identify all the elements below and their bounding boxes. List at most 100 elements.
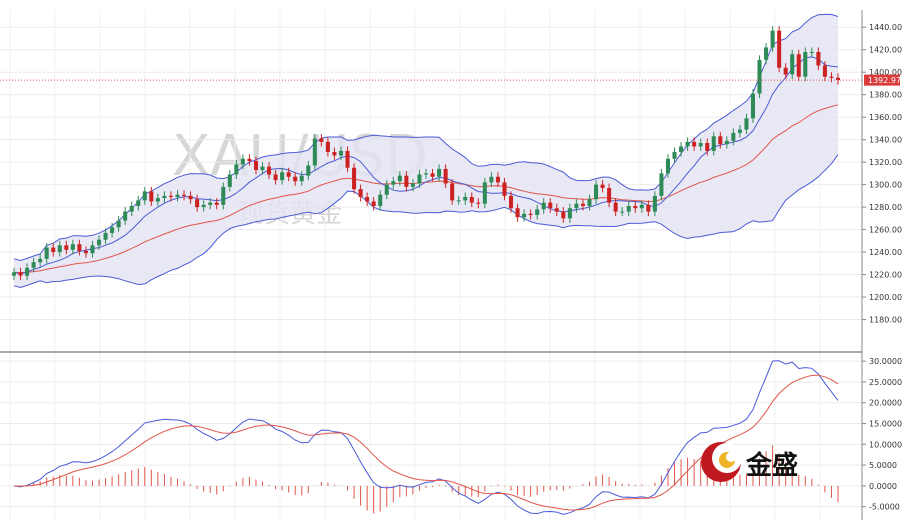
candle-body — [64, 245, 69, 250]
candle-body — [240, 158, 245, 165]
price-tick-label: 1320.00 — [869, 158, 902, 167]
candle-body — [777, 30, 782, 68]
candle-body — [652, 195, 657, 212]
candle-body — [724, 140, 729, 145]
candle-body — [404, 175, 409, 187]
candle-body — [325, 141, 330, 153]
candle-body — [528, 213, 533, 215]
candle-body — [790, 54, 795, 75]
candle-body — [574, 203, 579, 209]
logo-text: 金盛 — [745, 450, 798, 481]
jinsheng-logo-icon — [701, 442, 742, 482]
candle-body — [365, 196, 370, 202]
candle-body — [253, 161, 258, 171]
candle-body — [541, 202, 546, 210]
candle-body — [247, 158, 252, 162]
price-tick-label: 1200.00 — [869, 293, 902, 302]
candle-body — [195, 199, 200, 208]
price-tick-label: 1260.00 — [869, 226, 902, 235]
candle-body — [417, 174, 422, 184]
candle-body — [783, 67, 788, 75]
candle-body — [633, 205, 638, 209]
candle-body — [384, 184, 389, 195]
candle-body — [796, 54, 801, 77]
macd-tick-label: -5.0000 — [869, 503, 900, 512]
candle-body — [685, 141, 690, 147]
price-tick-label: 1240.00 — [869, 248, 902, 257]
candle-body — [103, 232, 108, 240]
candle-body — [430, 173, 435, 177]
candle-body — [594, 184, 599, 200]
candle-body — [502, 182, 507, 196]
candle-body — [816, 51, 821, 66]
candle-body — [96, 239, 102, 246]
candle-body — [580, 203, 585, 206]
price-tick-label: 1300.00 — [869, 181, 902, 190]
macd-tick-label: 20.0000 — [869, 399, 902, 408]
candle-body — [51, 247, 56, 253]
candle-body — [522, 213, 527, 218]
current-price-badge-bg — [864, 74, 900, 86]
candle-body — [535, 209, 540, 215]
price-tick-label: 1440.00 — [869, 23, 902, 32]
candle-body — [338, 150, 344, 156]
candle-body — [149, 191, 154, 202]
candle-body — [214, 202, 219, 205]
price-tick-label: 1220.00 — [869, 271, 902, 280]
candle-body — [463, 196, 468, 201]
candle-body — [554, 208, 559, 212]
bollinger-band-fill — [14, 14, 838, 288]
candle-body — [142, 191, 147, 201]
candle-body — [607, 187, 612, 203]
candle-body — [90, 245, 95, 254]
macd-tick-label: 10.0000 — [869, 440, 902, 449]
candle-body — [110, 227, 115, 233]
candle-body — [482, 182, 487, 204]
candle-body — [273, 174, 278, 181]
candle-body — [692, 141, 697, 147]
candle-body — [829, 76, 834, 78]
price-tick-label: 1360.00 — [869, 113, 902, 122]
candle-body — [188, 195, 193, 200]
candle-body — [345, 150, 350, 168]
candle-body — [38, 258, 43, 263]
macd-tick-label: 30.0000 — [869, 357, 902, 366]
candle-body — [489, 176, 494, 183]
macd-tick-label: 25.0000 — [869, 378, 902, 387]
candle-body — [221, 186, 226, 205]
candle-body — [31, 262, 36, 268]
price-axis-ticks: 1180.00 1200.00 1220.00 1240.00 1260.00 1280.… — [862, 23, 902, 325]
candle-body — [162, 195, 167, 199]
candle-body — [750, 93, 756, 119]
candle-body — [423, 173, 429, 175]
candle-body — [437, 168, 442, 177]
candle-body — [332, 152, 337, 156]
macd-tick-label: 5.0000 — [869, 461, 897, 470]
candle-body — [764, 47, 769, 60]
candle-body — [280, 172, 285, 181]
candle-body — [410, 183, 415, 187]
candle-body — [391, 181, 396, 185]
candle-body — [70, 244, 75, 250]
candle-body — [11, 272, 17, 276]
candle-body — [319, 138, 324, 142]
candle-body — [450, 183, 455, 201]
candle-body — [822, 65, 827, 77]
candle-body — [25, 267, 30, 276]
candle-body — [757, 59, 762, 94]
candle-body — [600, 184, 605, 188]
macd-tick-label: 15.0000 — [869, 420, 902, 429]
candle-body — [208, 202, 213, 205]
candle-body — [718, 136, 723, 145]
price-tick-label: 1380.00 — [869, 91, 902, 100]
price-tick-label: 1400.00 — [869, 68, 902, 77]
macd-tick-label: 0.0000 — [869, 482, 897, 491]
current-price-badge: 1392.97 — [864, 74, 901, 86]
price-tick-label: 1280.00 — [869, 203, 902, 212]
macd-line — [13, 360, 839, 515]
bollinger-lower-line — [13, 154, 839, 289]
candle-body — [155, 198, 160, 202]
candle-body — [835, 77, 841, 81]
current-price-label: 1392.97 — [868, 76, 901, 85]
